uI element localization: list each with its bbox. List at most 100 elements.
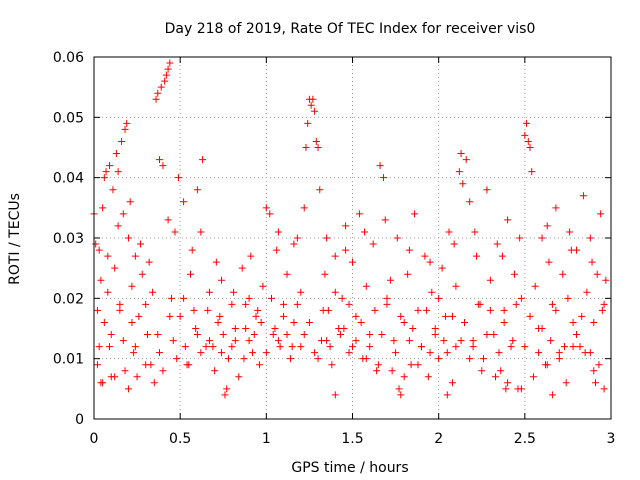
data-point (262, 204, 270, 212)
data-point (245, 337, 253, 345)
data-point (369, 240, 377, 248)
data-point (435, 355, 443, 363)
data-point (230, 288, 238, 296)
data-points (90, 59, 610, 399)
data-point (124, 385, 132, 393)
data-point (102, 168, 110, 176)
data-point (342, 246, 350, 254)
data-point (249, 349, 257, 357)
data-point (121, 367, 129, 375)
data-point (538, 325, 546, 332)
data-point (597, 210, 605, 218)
data-point (164, 65, 172, 73)
data-point (560, 343, 568, 351)
data-point (223, 385, 231, 393)
data-point (150, 379, 158, 387)
data-point (204, 306, 212, 314)
x-tick-label: 1.5 (341, 431, 363, 447)
data-point (569, 343, 577, 351)
data-point (538, 234, 546, 242)
data-point (543, 222, 551, 230)
data-point (323, 234, 331, 242)
data-point (417, 343, 425, 351)
data-point (309, 95, 317, 103)
data-point (135, 312, 143, 320)
data-point (593, 270, 601, 278)
data-point (238, 264, 246, 272)
data-point (409, 325, 417, 332)
data-point (293, 300, 301, 308)
data-point (111, 264, 119, 272)
data-point (171, 228, 179, 236)
data-point (349, 258, 356, 266)
data-point (393, 234, 401, 242)
data-point (421, 252, 429, 260)
data-point (529, 373, 537, 381)
data-point (452, 343, 460, 351)
data-point (455, 168, 463, 176)
data-point (424, 373, 432, 381)
data-point (342, 222, 350, 230)
x-tick-label: 1 (262, 431, 271, 447)
data-point (352, 337, 360, 345)
data-point (590, 318, 598, 326)
data-point (498, 252, 506, 260)
data-point (218, 276, 226, 284)
data-point (426, 349, 434, 357)
data-point (586, 349, 594, 357)
data-point (95, 343, 103, 351)
data-point (205, 288, 213, 296)
data-point (579, 192, 587, 200)
data-point (119, 210, 127, 218)
data-point (531, 282, 539, 290)
data-point (254, 306, 262, 314)
data-point (147, 361, 155, 369)
data-point (497, 367, 505, 375)
data-point (374, 361, 382, 369)
data-point (307, 101, 315, 109)
data-point (180, 294, 188, 302)
data-point (304, 119, 312, 127)
data-point (598, 306, 606, 314)
data-point (573, 331, 581, 339)
data-point (566, 228, 574, 236)
data-point (471, 228, 479, 236)
data-point (361, 228, 369, 236)
data-point (100, 318, 108, 326)
data-point (462, 156, 470, 164)
data-point (392, 349, 400, 357)
data-point (602, 276, 610, 284)
data-point (349, 343, 356, 351)
x-tick-label: 2.5 (514, 431, 536, 447)
data-point (316, 186, 324, 194)
data-point (428, 288, 436, 296)
data-point (121, 125, 129, 133)
data-point (490, 331, 498, 339)
data-point (555, 355, 563, 363)
data-point (176, 312, 184, 320)
data-point (366, 331, 374, 339)
data-point (600, 300, 608, 308)
data-point (576, 343, 584, 351)
data-point (128, 282, 136, 290)
data-point (405, 337, 413, 345)
x-tick-label: 3 (607, 431, 616, 447)
data-point (562, 379, 570, 387)
data-point (164, 216, 172, 224)
data-point (552, 306, 560, 314)
data-point (126, 198, 134, 206)
data-point (405, 246, 413, 254)
y-tick-label: 0.03 (53, 231, 84, 247)
data-point (517, 385, 525, 393)
data-point (376, 162, 384, 170)
data-point (400, 373, 408, 381)
data-point (448, 379, 456, 387)
data-point (293, 234, 301, 242)
data-point (569, 318, 577, 326)
data-point (493, 240, 501, 248)
data-point (590, 367, 598, 375)
data-point (162, 71, 170, 79)
data-point (443, 349, 451, 357)
data-point (197, 349, 205, 357)
